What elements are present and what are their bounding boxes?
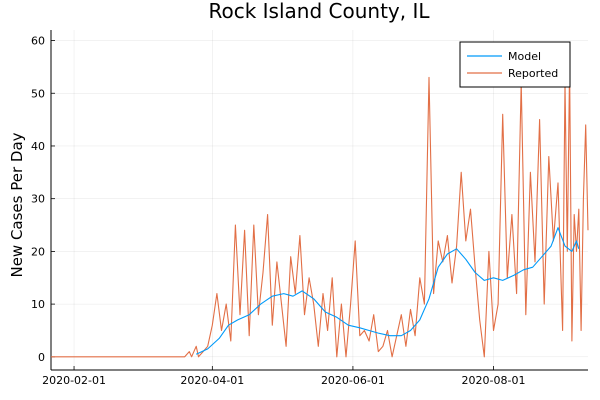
chart-title: Rock Island County, IL — [208, 0, 430, 23]
series-line-model — [195, 227, 580, 355]
y-tick-label: 10 — [31, 298, 45, 311]
legend-box — [459, 41, 571, 88]
y-tick-label: 0 — [38, 351, 45, 364]
y-tick-label: 60 — [31, 35, 45, 48]
axes: 0 10 20 30 40 50 60 2020-02-01 2020-04-01 2020-06… — [31, 30, 588, 387]
legend-label-reported: Reported — [508, 67, 558, 80]
y-tick-label: 50 — [31, 87, 45, 100]
x-tick-label: 2020-02-01 — [42, 374, 106, 387]
y-tick-label: 20 — [31, 245, 45, 258]
series-layer — [51, 66, 589, 358]
y-tick-label: 30 — [31, 193, 45, 206]
x-tick-label: 2020-08-01 — [462, 374, 526, 387]
legend: Model Reported — [459, 41, 571, 88]
series-line-reported — [51, 66, 589, 358]
y-tick-label: 40 — [31, 140, 45, 153]
y-axis-title: New Cases Per Day — [8, 132, 26, 277]
x-tick-label: 2020-04-01 — [180, 374, 244, 387]
x-tick-label: 2020-06-01 — [321, 374, 385, 387]
legend-label-model: Model — [508, 50, 541, 63]
